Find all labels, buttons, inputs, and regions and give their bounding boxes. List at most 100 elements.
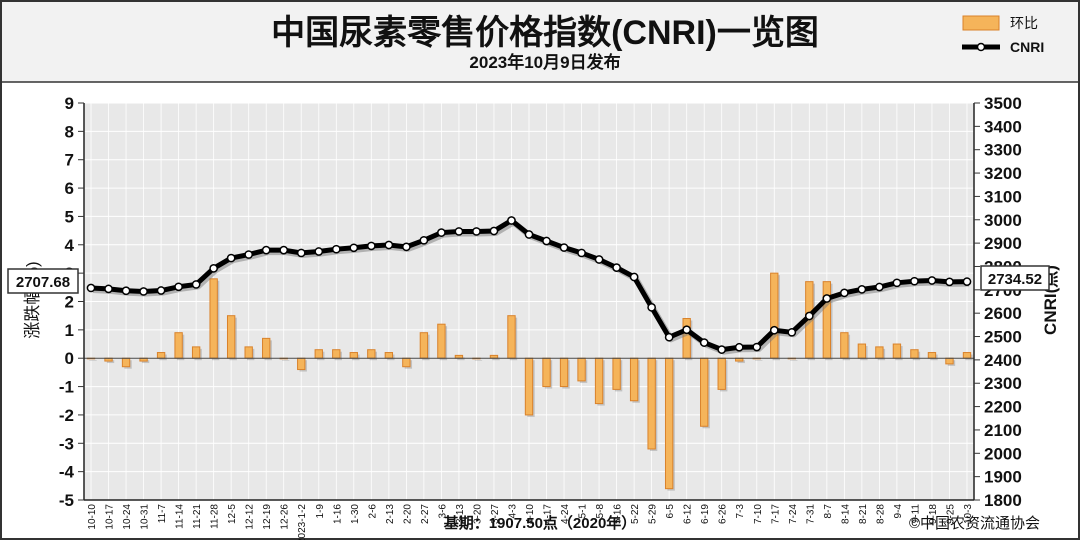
footer-base: 基期：1907.50点（2020年） [443,514,637,532]
left-tick-label: 5 [65,207,74,226]
cnri-point-1-16 [331,244,341,254]
cnri-point-2-6 [366,241,376,251]
bar-5-1 [577,357,586,382]
gridlines [84,102,974,501]
cnri-point-3-6 [437,228,446,237]
left-tick-label: 0 [65,349,74,368]
x-tick-label: 8-28 [875,504,886,524]
callout-left-box [7,268,79,294]
legend: 环比 CNRI [962,15,1044,55]
bar-11-7 [156,352,166,359]
callout-right-box [980,265,1050,291]
cnri-point-11-14 [174,282,183,292]
x-tick-label: 6-5 [665,504,676,519]
bar-5-16 [612,357,621,390]
cnri-point-4-3 [507,216,516,225]
cnri-point-10-24 [121,286,131,296]
x-tick-label: 9-4 [893,504,904,519]
x-tick-label: 7-31 [805,504,816,524]
cnri-point-7-24 [787,327,797,337]
bar-9-18 [927,352,937,359]
x-tick-label: 5-22 [630,504,641,524]
x-tick-label: 4-3 [507,504,518,519]
bar-2-20 [402,357,411,368]
bar-5-8 [594,357,604,405]
x-tick-label: 11-28 [210,504,221,529]
bar-2023-1-2 [297,357,306,371]
cnri-point-6-12 [682,325,692,335]
right-tick-label: 3200 [984,164,1022,183]
cnri-point-5-29 [647,302,656,312]
right-tick-label: 1900 [984,468,1022,487]
callout-right: 2734.52 [980,265,1050,291]
x-tick-label: 12-19 [262,504,273,530]
x-tick-label: 3-20 [472,504,483,524]
right-tick-label: 1800 [984,491,1022,510]
bar-8-28 [875,346,884,359]
cnri-point-11-7 [156,286,166,295]
cnri-point-2-20 [402,242,411,252]
bar-shadow [457,357,465,361]
cnri-point-3-13 [454,227,464,236]
right-tick-label: 2400 [984,351,1022,370]
x-tick-label: 7-24 [788,504,799,524]
left-tick-label: 1 [65,321,74,340]
x-tick-label: 7-17 [770,504,781,524]
cnri-point-6-5 [664,332,674,342]
bar-8-14 [840,332,849,359]
cnri-point-11-28 [209,263,218,273]
bar-10-24 [121,357,131,368]
x-tick-label: 6-12 [683,504,694,524]
cnri-point-10-17 [104,284,113,294]
x-tick-label: 9-11 [910,504,921,524]
cnri-point-10-31 [139,287,148,296]
bar-11-28 [209,278,218,359]
left-tick-label: -3 [59,434,74,453]
bar-4-17 [542,357,551,388]
bar-series [86,272,973,491]
cnri-point-12-5 [226,253,236,263]
cnri-point-6-19 [699,338,709,347]
right-tick-label: 2300 [984,374,1022,393]
bar-shadow [89,360,97,361]
bar-10-3 [962,352,972,359]
bar-1-9 [314,349,323,359]
cnri-point-2-13 [384,240,394,250]
right-tick-label: 3300 [984,141,1022,160]
cnri-point-10-10 [86,283,96,293]
cnri-point-7-10 [752,342,762,352]
x-tick-label: 12-12 [245,504,256,530]
x-tick-label: 11-7 [157,504,168,524]
cnri-point-8-7 [822,294,832,303]
left-tick-label: 6 [65,179,74,198]
right-tick-label: 3000 [984,211,1022,230]
bar-2-13 [384,352,394,359]
callout-left: 2707.68 [7,268,79,294]
x-tick-label: 6-19 [700,504,711,524]
bar-1-30 [349,352,358,359]
x-tick-labels: 10-10 10-17 10-24 10-31 11-7 11-14 11-21 11-28 1… [87,504,974,544]
right-tick-label: 2200 [984,398,1022,417]
cnri-point-7-17 [769,325,779,335]
chart-title: 中国尿素零售价格指数(CNRI)一览图 [271,14,819,52]
cnri-point-5-1 [577,248,586,258]
bar-5-29 [647,357,656,450]
cnri-point-2-27 [419,235,429,245]
cnri-point-3-20 [472,227,481,236]
bar-shadow [492,357,500,361]
bar-12-12 [244,346,253,359]
bar-8-7 [822,281,832,359]
bar-shadow [141,360,150,364]
cnri-point-2023-1-2 [296,248,306,258]
x-tick-label: 7-10 [753,504,764,524]
cnri-point-7-3 [734,342,744,352]
left-tick-label: -4 [59,463,75,482]
x-tick-label: 6-26 [718,504,729,524]
x-tick-label: 10-10 [87,504,98,530]
left-tick-label: 4 [65,236,75,255]
cnri-point-10-3 [962,277,972,286]
left-tick-label: -5 [59,491,74,510]
x-tick-label: 2-20 [402,504,413,524]
right-tick-label: 3500 [984,94,1022,113]
left-tick-labels: -5-4-3-2-10123456789 [59,94,84,510]
